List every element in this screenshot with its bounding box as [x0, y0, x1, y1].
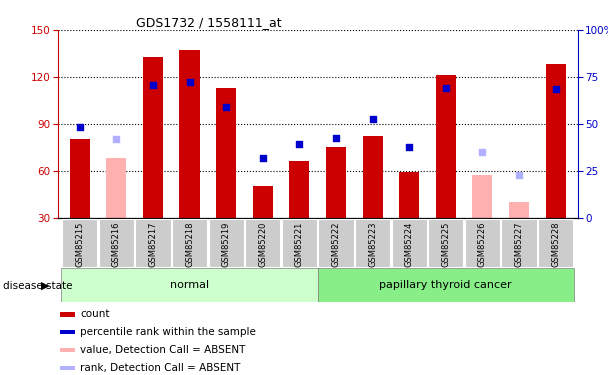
FancyBboxPatch shape [428, 219, 463, 267]
Bar [60, 366, 75, 370]
FancyBboxPatch shape [62, 219, 97, 267]
Bar [317, 268, 574, 302]
Point [404, 144, 414, 150]
Text: count: count [80, 309, 109, 320]
Point [221, 104, 231, 110]
Point [477, 149, 487, 155]
FancyBboxPatch shape [136, 219, 170, 267]
Bar [253, 186, 273, 218]
Bar [326, 147, 346, 218]
FancyBboxPatch shape [98, 219, 134, 267]
Bar [216, 88, 237, 218]
FancyBboxPatch shape [245, 219, 280, 267]
Bar [509, 202, 529, 217]
FancyBboxPatch shape [465, 219, 500, 267]
Text: value, Detection Call = ABSENT: value, Detection Call = ABSENT [80, 345, 246, 355]
FancyBboxPatch shape [319, 219, 354, 267]
Point [75, 124, 85, 130]
Text: GSM85221: GSM85221 [295, 222, 304, 267]
Bar [60, 312, 75, 316]
Text: papillary thyroid cancer: papillary thyroid cancer [379, 280, 512, 290]
Point [551, 86, 561, 92]
Text: GSM85225: GSM85225 [441, 222, 451, 267]
Text: ▶: ▶ [41, 281, 50, 291]
Bar [61, 268, 318, 302]
Text: GSM85217: GSM85217 [148, 222, 157, 267]
FancyBboxPatch shape [392, 219, 427, 267]
Point [294, 141, 304, 147]
Point [368, 116, 378, 122]
Point [258, 155, 268, 161]
Text: GSM85219: GSM85219 [222, 222, 230, 267]
Bar [289, 161, 309, 218]
Text: rank, Detection Call = ABSENT: rank, Detection Call = ABSENT [80, 363, 241, 373]
Point [441, 85, 451, 91]
Bar [60, 348, 75, 352]
Bar [60, 330, 75, 334]
Text: GSM85220: GSM85220 [258, 222, 268, 267]
FancyBboxPatch shape [209, 219, 244, 267]
Text: normal: normal [170, 280, 209, 290]
Point [185, 79, 195, 85]
Bar [179, 50, 199, 217]
Bar [143, 57, 163, 217]
Text: GSM85216: GSM85216 [112, 222, 121, 267]
Text: percentile rank within the sample: percentile rank within the sample [80, 327, 256, 337]
Bar [106, 158, 126, 218]
Text: GSM85222: GSM85222 [331, 222, 340, 267]
Text: GSM85227: GSM85227 [514, 222, 523, 267]
FancyBboxPatch shape [172, 219, 207, 267]
Point [514, 172, 524, 178]
Bar [362, 136, 382, 218]
FancyBboxPatch shape [502, 219, 537, 267]
FancyBboxPatch shape [538, 219, 573, 267]
Text: GDS1732 / 1558111_at: GDS1732 / 1558111_at [136, 16, 282, 29]
Text: GSM85226: GSM85226 [478, 222, 487, 267]
FancyBboxPatch shape [355, 219, 390, 267]
Point [331, 135, 341, 141]
Bar [399, 172, 420, 217]
Point [148, 82, 158, 88]
FancyBboxPatch shape [282, 219, 317, 267]
Bar [545, 64, 565, 218]
Text: GSM85223: GSM85223 [368, 222, 377, 267]
Text: GSM85228: GSM85228 [551, 222, 560, 267]
Text: GSM85215: GSM85215 [75, 222, 85, 267]
Bar [436, 75, 456, 217]
Bar [472, 176, 492, 217]
Text: GSM85218: GSM85218 [185, 222, 194, 267]
Text: GSM85224: GSM85224 [405, 222, 413, 267]
Text: disease state: disease state [3, 281, 72, 291]
Point [111, 136, 121, 142]
Bar [70, 140, 90, 218]
